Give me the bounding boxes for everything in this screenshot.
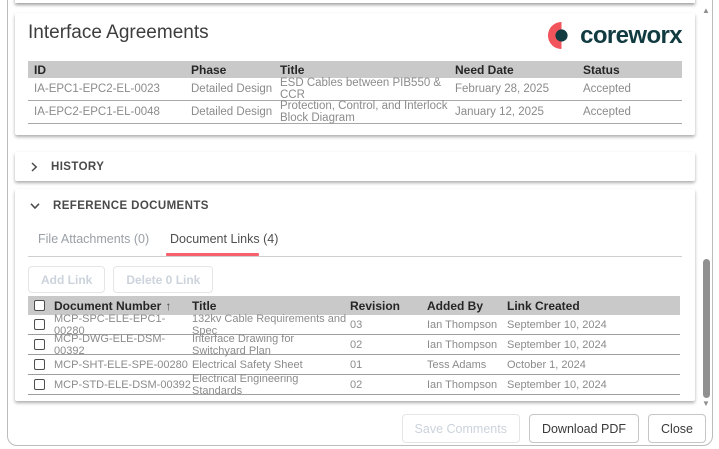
agreements-table: ID Phase Title Need Date Status IA-EPC1-… <box>28 61 682 124</box>
document-link-created: October 1, 2024 <box>507 358 586 371</box>
col-header-id: ID <box>34 62 46 77</box>
document-title: Electrical Engineering Standards <box>192 372 299 397</box>
agreement-need-date: February 28, 2025 <box>455 83 549 95</box>
agreement-phase: Detailed Design <box>191 83 273 95</box>
document-link-created: September 10, 2024 <box>507 318 607 331</box>
page-title: Interface Agreements <box>28 22 209 43</box>
download-pdf-button[interactable]: Download PDF <box>528 414 640 443</box>
document-added-by: Ian Thompson <box>427 338 498 351</box>
coreworx-logo-icon <box>548 21 568 50</box>
document-added-by: Ian Thompson <box>427 378 498 391</box>
agreement-title: ESD Cables between PIB550 & CCR <box>280 77 442 101</box>
history-card: HISTORY <box>15 152 695 181</box>
col-header-revision: Revision <box>350 298 401 313</box>
col-header-title: Title <box>192 298 217 313</box>
document-title: Electrical Safety Sheet <box>192 358 303 371</box>
table-row: IA-EPC2-EPC1-EL-0048 Detailed Design Pro… <box>28 100 682 124</box>
agreement-phase: Detailed Design <box>191 106 273 118</box>
table-row: IA-EPC1-EPC2-EL-0023 Detailed Design ESD… <box>28 77 682 101</box>
reference-documents-card: REFERENCE DOCUMENTS File Attachments (0)… <box>15 189 695 401</box>
document-revision: 03 <box>350 318 363 331</box>
scrolled-card-edge <box>15 0 695 3</box>
document-revision: 02 <box>350 378 363 391</box>
document-number-label: Document Number <box>54 298 162 313</box>
coreworx-logo-text: coreworx <box>580 21 683 49</box>
coreworx-logo: coreworx <box>547 21 683 50</box>
document-revision: 02 <box>350 338 363 351</box>
col-header-phase: Phase <box>191 62 227 77</box>
select-all-checkbox[interactable] <box>34 300 45 311</box>
document-number: MCP-SHT-ELE-SPE-00280 <box>54 358 188 371</box>
document-link-created: September 10, 2024 <box>507 378 607 391</box>
col-header-title: Title <box>280 62 305 77</box>
document-links-table: Document Number ↑ Title Revision Added By… <box>28 296 680 397</box>
close-button[interactable]: Close <box>648 414 706 443</box>
document-links-table-header: Document Number ↑ Title Revision Added By… <box>28 296 680 315</box>
agreement-id: IA-EPC1-EPC2-EL-0023 <box>34 83 160 95</box>
save-comments-button[interactable]: Save Comments <box>401 414 520 443</box>
document-title: Interface Drawing for Switchyard Plan <box>192 332 295 357</box>
reference-documents-section-label: REFERENCE DOCUMENTS <box>53 200 209 212</box>
chevron-right-icon <box>31 161 38 172</box>
row-checkbox[interactable] <box>34 379 45 390</box>
scrollbar-thumb[interactable] <box>703 259 710 398</box>
table-row: MCP-SPC-ELE-EPC1-00280 132kv Cable Requi… <box>28 312 680 337</box>
reference-tabs: File Attachments (0) Document Links (4) <box>15 225 695 257</box>
tab-document-links[interactable]: Document Links (4) <box>170 232 279 246</box>
table-row: MCP-DWG-ELE-DSM-00392 Interface Drawing … <box>28 332 680 357</box>
agreement-id: IA-EPC2-EPC1-EL-0048 <box>34 106 160 118</box>
chevron-down-icon <box>30 203 40 210</box>
add-link-button[interactable]: Add Link <box>28 266 106 293</box>
document-revision: 01 <box>350 358 363 371</box>
agreement-status: Accepted <box>583 83 631 95</box>
row-checkbox[interactable] <box>34 339 45 350</box>
document-number: MCP-SPC-ELE-EPC1-00280 <box>54 312 166 337</box>
dialog-footer: Save Comments Download PDF Close <box>401 414 706 443</box>
delete-link-button[interactable]: Delete 0 Link <box>113 266 214 293</box>
table-row: MCP-STD-ELE-DSM-00392 Electrical Enginee… <box>28 372 680 397</box>
tabs-baseline <box>28 256 682 257</box>
document-added-by: Tess Adams <box>427 358 487 371</box>
agreement-title: Protection, Control, and Interlock Block… <box>280 100 448 124</box>
document-added-by: Ian Thompson <box>427 318 498 331</box>
history-section-toggle[interactable]: HISTORY <box>30 152 104 181</box>
agreement-status: Accepted <box>583 106 631 118</box>
col-header-added-by: Added By <box>427 298 484 313</box>
tab-file-attachments[interactable]: File Attachments (0) <box>38 232 150 246</box>
col-header-document-number[interactable]: Document Number ↑ <box>54 299 192 313</box>
scrollbar-down-icon[interactable]: ▼ <box>702 399 710 408</box>
agreement-need-date: January 12, 2025 <box>455 106 544 118</box>
col-header-link-created: Link Created <box>507 298 580 313</box>
document-link-created: September 10, 2024 <box>507 338 607 351</box>
table-row: MCP-SHT-ELE-SPE-00280 Electrical Safety … <box>28 355 680 375</box>
col-header-status: Status <box>583 62 620 77</box>
reference-documents-section-toggle[interactable]: REFERENCE DOCUMENTS <box>30 191 209 221</box>
agreements-card: Interface Agreements coreworx ID Phase T… <box>15 13 695 135</box>
sort-asc-icon: ↑ <box>165 298 172 313</box>
document-number: MCP-DWG-ELE-DSM-00392 <box>54 332 166 357</box>
document-title: 132kv Cable Requirements and Spec <box>192 312 347 337</box>
document-number: MCP-STD-ELE-DSM-00392 <box>54 378 191 391</box>
link-actions: Add Link Delete 0 Link <box>28 266 214 293</box>
row-checkbox[interactable] <box>34 359 45 370</box>
col-header-need-date: Need Date <box>455 62 514 77</box>
scrollbar-up-icon[interactable]: ▲ <box>702 6 710 15</box>
row-checkbox[interactable] <box>34 319 45 330</box>
history-section-label: HISTORY <box>51 160 105 173</box>
agreements-table-header: ID Phase Title Need Date Status <box>28 61 682 78</box>
active-tab-underline <box>166 253 259 256</box>
